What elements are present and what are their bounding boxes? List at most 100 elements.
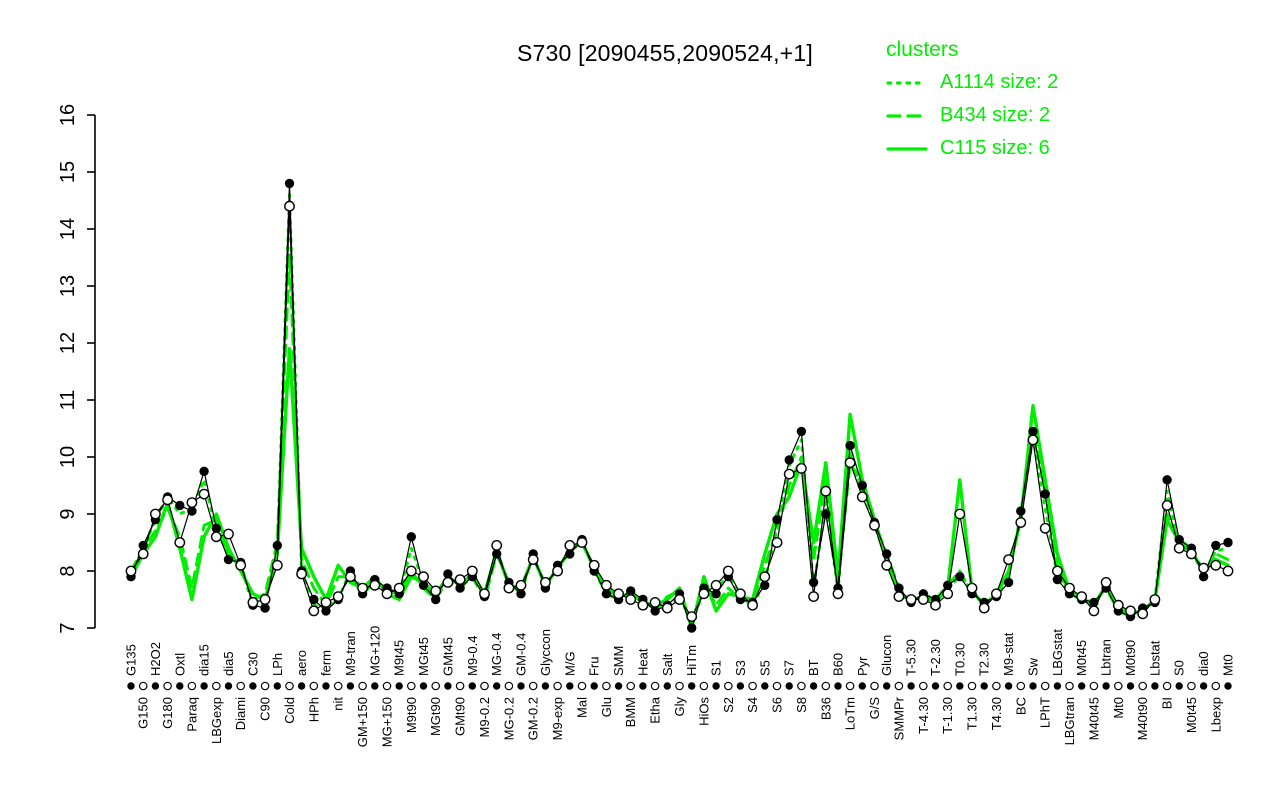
data-point-filled xyxy=(431,594,441,605)
data-point-open xyxy=(661,602,673,614)
data-point-open xyxy=(869,520,880,531)
data-point-open xyxy=(1112,599,1124,611)
data-point-open xyxy=(149,508,161,520)
data-point-filled xyxy=(1089,597,1099,608)
data-point-open xyxy=(198,488,210,500)
rug-point xyxy=(309,681,319,691)
data-point-open xyxy=(991,588,1002,600)
x-label: MG-0.2 xyxy=(501,697,516,740)
y-tick-label: 7 xyxy=(57,622,79,633)
x-label: S5 xyxy=(757,660,772,676)
rug-point xyxy=(1089,681,1099,691)
y-tick-label: 8 xyxy=(57,565,79,576)
rug-point xyxy=(821,681,831,691)
x-label: Lbstat xyxy=(1147,640,1162,676)
data-point-open xyxy=(479,588,490,600)
data-point-open xyxy=(1088,605,1100,617)
data-point-open xyxy=(686,611,698,622)
x-label: BT xyxy=(806,659,821,676)
rug-point xyxy=(212,681,221,691)
data-point-open xyxy=(1015,517,1027,528)
data-point-open xyxy=(442,577,454,588)
x-label: MGt90 xyxy=(428,697,443,736)
data-point-filled xyxy=(309,594,319,605)
x-label: T2.30 xyxy=(977,643,992,676)
x-label: M9-exp xyxy=(550,697,565,740)
x-label: S8 xyxy=(794,697,809,713)
x-label: Mal xyxy=(575,697,590,718)
data-point-filled xyxy=(1040,489,1050,499)
x-label: nit xyxy=(331,697,346,711)
data-point-filled xyxy=(1016,506,1026,516)
x-label: Lbtran xyxy=(1099,639,1114,676)
data-point-open xyxy=(332,591,344,602)
x-label: SMM xyxy=(611,646,626,676)
rug-point xyxy=(1029,682,1037,690)
rug-point xyxy=(785,682,793,690)
y-tick-label: 15 xyxy=(57,161,79,183)
rug-point xyxy=(528,681,538,691)
rug-point xyxy=(602,681,611,691)
rug-point xyxy=(504,681,514,691)
rug-point xyxy=(1126,682,1135,690)
data-point-filled xyxy=(175,500,185,511)
data-point-open xyxy=(1039,522,1051,534)
rug-point xyxy=(541,682,550,690)
legend-entry-a1114: A1114 size: 2 xyxy=(886,66,1058,99)
data-point-filled xyxy=(760,580,770,590)
data-point-open xyxy=(527,554,539,565)
rug-point xyxy=(809,682,818,690)
rug-point xyxy=(1162,681,1172,691)
x-label: dia0 xyxy=(1196,651,1211,676)
x-label: M9-0.2 xyxy=(477,697,492,737)
data-point-filled xyxy=(406,532,416,542)
x-label: T-5.30 xyxy=(904,639,919,676)
data-point-open xyxy=(710,579,722,591)
data-point-filled xyxy=(138,540,148,551)
x-label: G150 xyxy=(136,697,151,729)
x-label: M9-tran xyxy=(343,631,358,676)
data-point-open xyxy=(588,559,600,571)
rug-point xyxy=(553,681,562,691)
x-label: M/G xyxy=(562,651,577,676)
x-label: dia15 xyxy=(197,644,212,676)
x-label: Salt xyxy=(660,653,675,676)
x-label: aero xyxy=(294,650,309,676)
data-point-filled xyxy=(894,583,904,593)
x-label: MGt45 xyxy=(416,637,431,676)
x-label: MG+120 xyxy=(367,626,382,676)
rug-point xyxy=(273,682,281,690)
data-point-filled xyxy=(1198,572,1209,582)
rug-point xyxy=(358,681,367,691)
data-point-open xyxy=(759,571,771,583)
data-point-open xyxy=(271,559,283,571)
data-point-open xyxy=(491,540,503,551)
legend: clusters A1114 size: 2 B434 size: 2 C115… xyxy=(886,38,1058,165)
rug-point xyxy=(333,681,343,691)
x-label: LBGtran xyxy=(1062,697,1077,745)
legend-entry-label: C115 size: 6 xyxy=(940,137,1050,159)
rug-point xyxy=(1138,681,1148,691)
rug-point xyxy=(200,682,208,690)
rug-point xyxy=(797,681,806,691)
data-point-filled xyxy=(1052,574,1063,585)
rug-point xyxy=(322,682,330,690)
rug-point xyxy=(1151,682,1159,690)
data-point-open xyxy=(1064,582,1075,594)
data-point-filled xyxy=(565,549,575,559)
rug-point xyxy=(455,681,465,691)
data-point-filled xyxy=(882,549,892,559)
rug-point xyxy=(992,681,1001,691)
data-point-filled xyxy=(711,589,721,599)
rug-point xyxy=(406,681,416,691)
rug-point xyxy=(675,681,684,691)
data-point-open xyxy=(1149,594,1161,605)
x-label: M9-stat xyxy=(1001,632,1016,676)
y-tick-label: 14 xyxy=(57,218,79,240)
x-label: G/S xyxy=(867,697,882,720)
rug-point xyxy=(736,682,745,690)
x-label: LBGstat xyxy=(1050,629,1065,676)
x-label: Oxtl xyxy=(172,653,187,676)
x-label: Glucon xyxy=(879,635,894,676)
x-label: BC xyxy=(1013,697,1028,715)
